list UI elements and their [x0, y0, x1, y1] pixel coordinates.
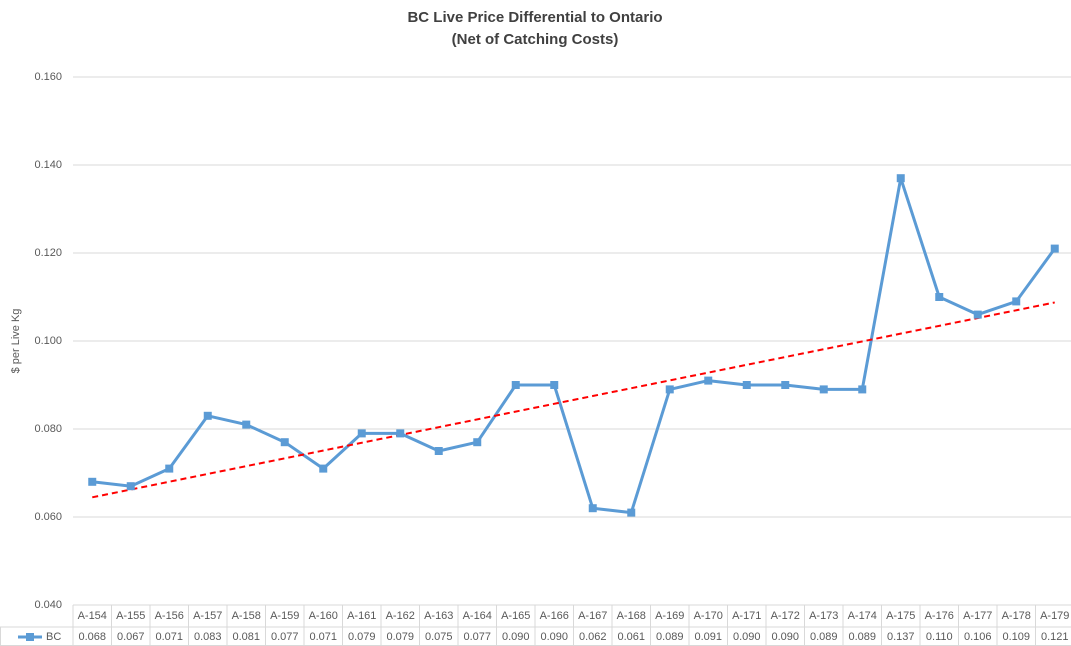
point	[319, 464, 328, 473]
x-tick-label: A-174	[848, 610, 877, 622]
point	[858, 385, 867, 394]
point	[704, 376, 713, 385]
x-tick-label: A-170	[694, 610, 723, 622]
trendline	[92, 301, 1055, 499]
table-value: 0.137	[887, 631, 915, 643]
y-tick-label: 0.140	[34, 159, 62, 171]
table-value: 0.090	[771, 631, 799, 643]
x-tick-label: A-178	[1002, 610, 1031, 622]
x-tick-label: A-162	[386, 610, 415, 622]
point	[473, 438, 482, 447]
x-tick-label: A-164	[463, 610, 492, 622]
point	[896, 174, 905, 183]
table-value: 0.071	[155, 631, 183, 643]
point	[88, 477, 97, 486]
x-tick-label: A-179	[1040, 610, 1069, 622]
table-value: 0.075	[425, 631, 453, 643]
point	[550, 381, 559, 389]
point	[665, 385, 674, 394]
point	[396, 429, 405, 438]
point	[434, 447, 443, 455]
point	[280, 438, 289, 447]
point	[588, 504, 597, 513]
x-tick-label: A-163	[424, 610, 453, 622]
table-value: 0.067	[117, 631, 145, 643]
table-value: 0.106	[964, 631, 992, 643]
x-tick-label: A-161	[347, 610, 376, 622]
x-tick-label: A-160	[309, 610, 338, 622]
point	[165, 464, 174, 473]
x-tick-label: A-154	[78, 610, 107, 622]
x-tick-label: A-177	[963, 610, 992, 622]
table-value: 0.091	[694, 631, 722, 643]
x-tick-label: A-167	[578, 610, 607, 622]
x-tick-label: A-156	[155, 610, 184, 622]
point	[1050, 244, 1059, 253]
point	[781, 381, 790, 389]
point	[627, 508, 636, 517]
y-tick-label: 0.060	[34, 511, 62, 523]
x-tick-label: A-171	[732, 610, 761, 622]
table-value: 0.090	[733, 631, 761, 643]
table-value: 0.090	[540, 631, 568, 643]
x-tick-label: A-168	[617, 610, 646, 622]
x-tick-label: A-165	[501, 610, 530, 622]
table-value: 0.079	[348, 631, 376, 643]
table-value: 0.068	[78, 631, 106, 643]
point	[203, 411, 212, 420]
table-value: 0.083	[194, 631, 222, 643]
table-value: 0.062	[579, 631, 607, 643]
x-tick-label: A-172	[771, 610, 800, 622]
point	[1012, 297, 1021, 306]
y-tick-label: 0.040	[34, 599, 62, 611]
table-value: 0.090	[502, 631, 530, 643]
x-tick-label: A-173	[809, 610, 838, 622]
chart-subtitle: (Net of Catching Costs)	[452, 31, 619, 48]
x-tick-label: A-169	[655, 610, 684, 622]
table-value: 0.077	[463, 631, 491, 643]
point	[357, 429, 366, 438]
x-tick-label: A-175	[886, 610, 915, 622]
table-value: 0.089	[848, 631, 876, 643]
legend-label: BC	[46, 631, 61, 643]
legend-marker	[26, 633, 34, 641]
x-tick-label: A-159	[270, 610, 299, 622]
x-tick-label: A-158	[232, 610, 261, 622]
y-tick-label: 0.080	[34, 423, 62, 435]
x-tick-label: A-155	[116, 610, 145, 622]
table-value: 0.061	[617, 631, 645, 643]
x-tick-label: A-176	[925, 610, 954, 622]
point	[126, 482, 135, 491]
point	[819, 385, 828, 394]
y-tick-label: 0.100	[34, 335, 62, 347]
series-line	[92, 176, 1056, 515]
point	[242, 420, 251, 429]
table-value: 0.121	[1041, 631, 1069, 643]
x-tick-label: A-166	[540, 610, 569, 622]
point	[742, 381, 751, 389]
table-value: 0.077	[271, 631, 299, 643]
table-value: 0.089	[810, 631, 838, 643]
y-tick-label: 0.120	[34, 247, 62, 259]
table-value: 0.081	[232, 631, 260, 643]
point	[935, 293, 944, 301]
table-value: 0.079	[386, 631, 414, 643]
table-value: 0.089	[656, 631, 684, 643]
point	[973, 310, 982, 319]
table-value: 0.109	[1002, 631, 1030, 643]
table-value: 0.071	[309, 631, 337, 643]
chart-title: BC Live Price Differential to Ontario	[407, 9, 662, 26]
y-axis-label: $ per Live Kg	[10, 309, 22, 374]
x-tick-label: A-157	[193, 610, 222, 622]
y-tick-label: 0.160	[34, 71, 62, 83]
point	[511, 381, 520, 389]
table-value: 0.110	[926, 631, 953, 643]
